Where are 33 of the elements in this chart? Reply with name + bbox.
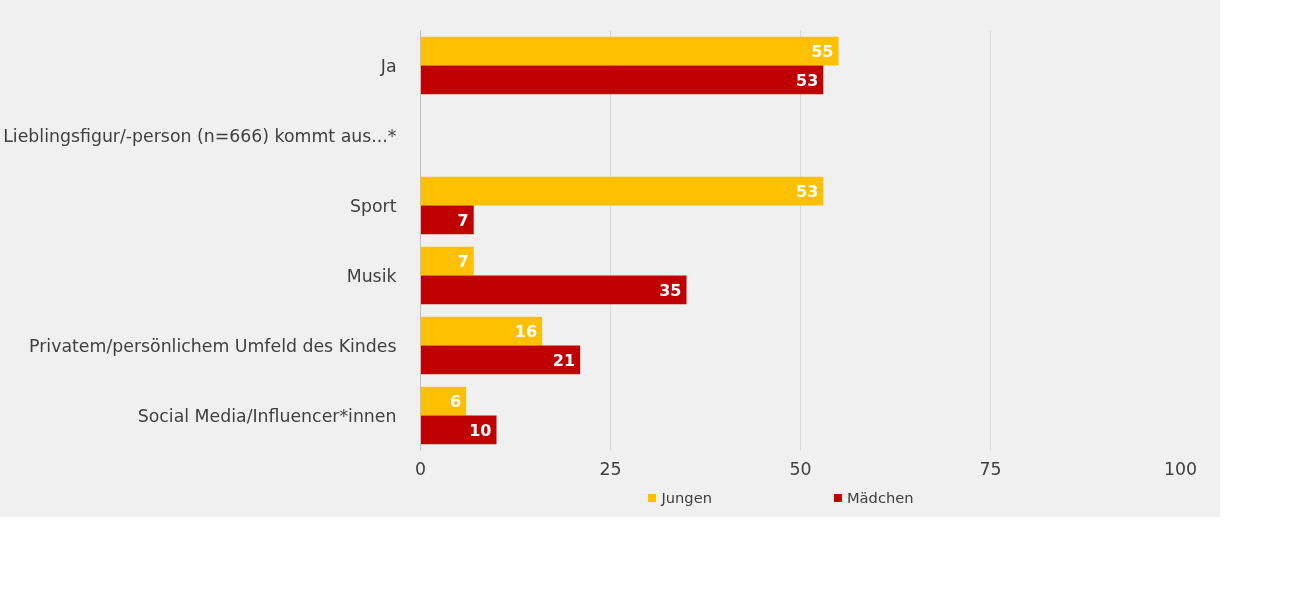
bar: [420, 386, 467, 416]
bar: [420, 65, 824, 95]
bar: [420, 275, 687, 305]
bar: [420, 246, 474, 276]
legend-label: Mädchen: [846, 488, 914, 506]
data-label: 55: [811, 42, 834, 62]
data-label: 10: [469, 420, 492, 440]
x-tick-label: 50: [789, 458, 812, 479]
x-tick-label: 75: [979, 458, 1002, 479]
x-tick-label: 25: [599, 458, 622, 479]
data-label: 53: [796, 70, 819, 90]
data-label: 6: [449, 392, 462, 412]
bar: [420, 415, 497, 445]
legend-label: Jungen: [661, 488, 712, 506]
y-tick-label: Privatem/persönlichem Umfeld des Kindes: [29, 335, 397, 356]
y-tick-label: Ja: [379, 55, 397, 76]
y-tick-label: Lieblingsfigur/-person (n=666) kommt aus...*: [3, 125, 397, 146]
data-label: 53: [796, 182, 819, 202]
bar: [420, 176, 824, 206]
y-tick-label: Sport: [349, 195, 397, 216]
x-tick-label: 0: [414, 458, 427, 479]
bar: [420, 205, 474, 235]
data-label: 7: [457, 252, 469, 272]
bar: [420, 316, 543, 346]
bar: [420, 345, 581, 375]
data-label: 16: [514, 322, 538, 342]
bar: [420, 36, 839, 66]
y-tick-label: Social Media/Influencer*innen: [137, 405, 397, 426]
x-tick-label: 100: [1163, 458, 1198, 479]
y-tick-label: Musik: [346, 265, 397, 286]
data-label: 21: [552, 350, 576, 370]
data-label: 7: [457, 210, 469, 230]
data-label: 35: [659, 280, 682, 300]
